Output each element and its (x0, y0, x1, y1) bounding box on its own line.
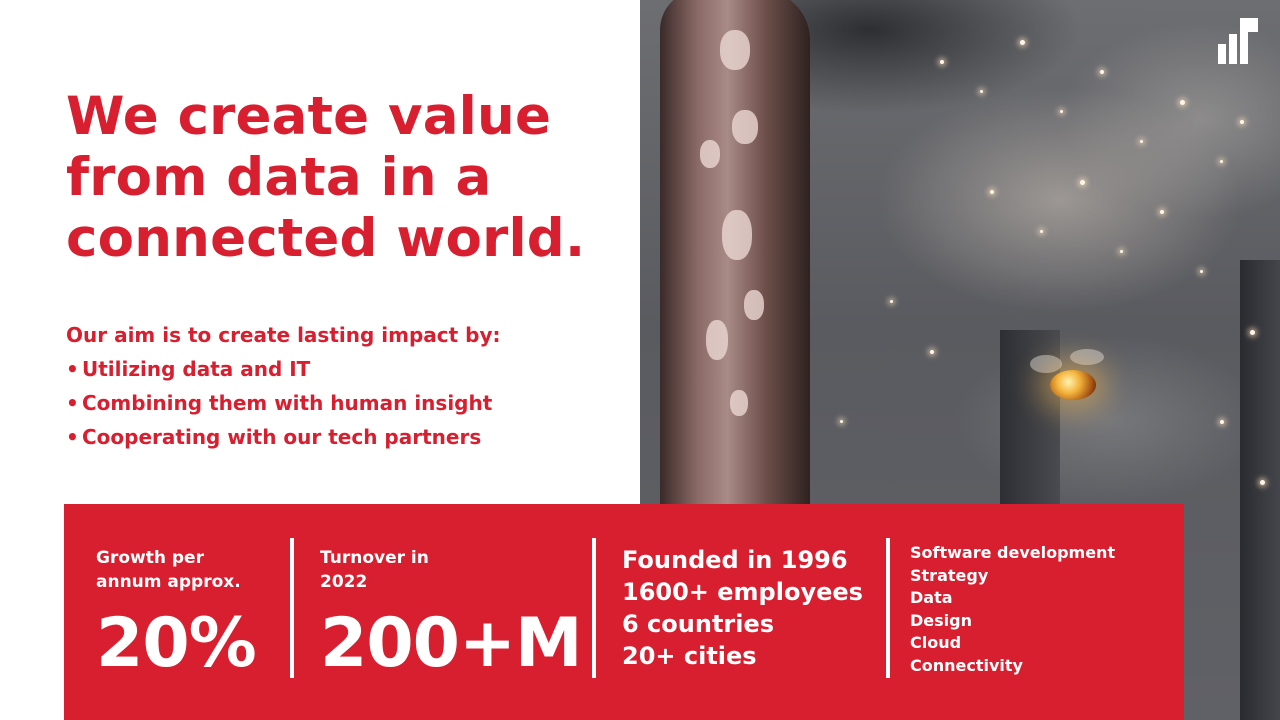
aim-item: • Combining them with human insight (66, 386, 626, 420)
fact-employees: 1600+ employees (622, 578, 863, 606)
aim-list: • Utilizing data and IT • Combining them w… (66, 352, 626, 454)
stats-divider (886, 538, 890, 678)
stats-band: Growth per annum approx. 20% Turnover in… (64, 504, 1184, 720)
photo-tree-2 (1000, 330, 1060, 530)
fact-founded: Founded in 1996 (622, 546, 848, 574)
service-item: Data (910, 588, 953, 607)
aim-item-text: Cooperating with our tech partners (82, 425, 482, 449)
stats-divider (592, 538, 596, 678)
growth-label: Growth per annum approx. (96, 546, 241, 594)
aim-item-text: Combining them with human insight (82, 391, 493, 415)
company-facts: Founded in 1996 1600+ employees 6 countr… (622, 544, 863, 672)
fact-countries: 6 countries (622, 610, 775, 638)
aim-intro: Our aim is to create lasting impact by: (66, 323, 501, 347)
headline-line-3: connected world. (66, 208, 586, 269)
aim-item: • Utilizing data and IT (66, 352, 626, 386)
growth-value: 20% (96, 604, 257, 683)
growth-label-line-2: annum approx. (96, 572, 241, 592)
turnover-value: 200+M (320, 604, 583, 683)
aim-section: Our aim is to create lasting impact by: … (66, 318, 626, 454)
fact-cities: 20+ cities (622, 642, 757, 670)
headline-line-2: from data in a (66, 147, 492, 208)
turnover-label-line-2: 2022 (320, 572, 368, 592)
growth-label-line-1: Growth per (96, 548, 204, 568)
aim-item-text: Utilizing data and IT (82, 357, 311, 381)
aim-item: • Cooperating with our tech partners (66, 420, 626, 454)
service-item: Connectivity (910, 655, 1023, 675)
service-item: Design (910, 610, 972, 630)
photo-tree-3 (1240, 260, 1280, 720)
turnover-label-line-1: Turnover in (320, 548, 429, 568)
services-list: Software development Strategy Data Desig… (910, 542, 1115, 677)
service-item: Cloud (910, 633, 962, 652)
headline-line-1: We create value (66, 86, 552, 147)
bullet-dot-icon: • (66, 391, 79, 415)
bullet-dot-icon: • (66, 425, 79, 449)
stats-divider (290, 538, 294, 678)
service-item: Software development (910, 543, 1116, 562)
firefly-bee (1030, 349, 1104, 405)
photo-branches (750, 0, 1280, 260)
brand-logo-icon (1218, 18, 1258, 64)
turnover-label: Turnover in 2022 (320, 546, 429, 594)
bullet-dot-icon: • (66, 357, 79, 381)
headline: We create value from data in a connected… (66, 86, 626, 269)
service-item: Strategy (910, 565, 989, 585)
photo-tree-trunk (660, 0, 810, 530)
